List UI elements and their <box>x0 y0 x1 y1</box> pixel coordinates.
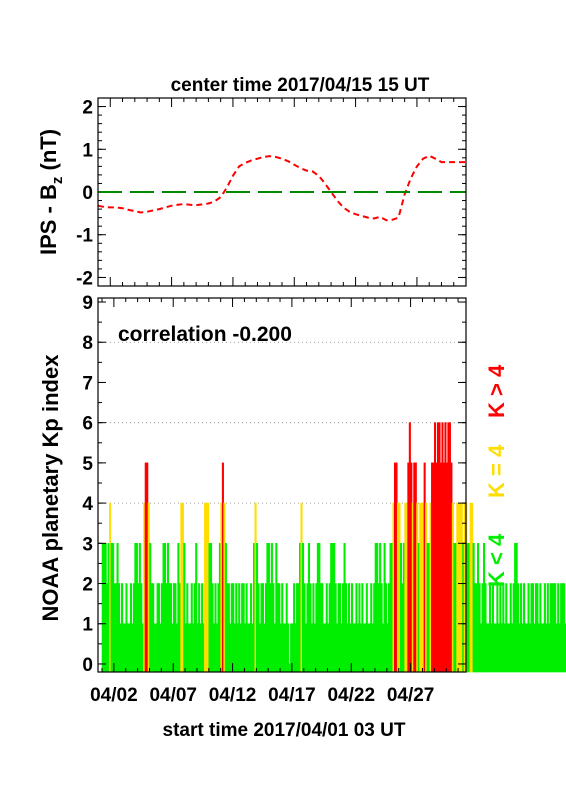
bottom-y-tick-label: 2 <box>82 575 93 596</box>
top-y-axis-label-unit: (nT) <box>36 129 61 177</box>
correlation-annotation: correlation -0.200 <box>118 323 292 346</box>
bottom-ticks <box>98 298 466 672</box>
bottom-kp-bars <box>101 422 566 673</box>
top-chart-title: center time 2017/04/15 15 UT <box>171 75 430 96</box>
bottom-x-tick-labels: 04/02 04/07 04/12 04/17 04/22 04/27 <box>90 685 434 706</box>
bottom-y-axis-label: NOAA planetary Kp index <box>38 354 63 622</box>
top-y-axis-label-main: IPS - B <box>36 184 61 255</box>
bottom-x-tick-label: 04/07 <box>149 685 197 706</box>
top-y-tick-label: 2 <box>82 98 93 119</box>
bottom-x-tick-label: 04/22 <box>327 685 375 706</box>
top-y-tick-label: -1 <box>76 226 93 247</box>
bottom-x-axis-label: start time 2017/04/01 03 UT <box>163 720 406 741</box>
top-plot-area <box>97 154 466 222</box>
top-y-axis-label: IPS - Bz (nT) <box>36 129 66 255</box>
bottom-x-tick-label: 04/27 <box>387 685 435 706</box>
top-y-axis-label-sub: z <box>49 177 66 185</box>
bottom-x-tick-label: 04/17 <box>268 685 316 706</box>
bottom-y-tick-label: 5 <box>82 454 93 475</box>
legend-k-gt-4: K > 4 <box>484 364 509 418</box>
bottom-y-tick-label: 9 <box>82 293 93 314</box>
bottom-y-tick-label: 3 <box>82 534 93 555</box>
bottom-y-tick-label: 8 <box>82 333 93 354</box>
bottom-grid <box>98 341 466 504</box>
bottom-y-tick-label: 4 <box>82 494 93 515</box>
bottom-x-tick-label: 04/02 <box>90 685 138 706</box>
legend-k-lt-4: K < 4 <box>484 533 509 587</box>
bottom-x-tick-label: 04/12 <box>209 685 257 706</box>
legend-k-eq-4: K = 4 <box>484 444 509 498</box>
top-y-tick-label: -2 <box>76 268 93 289</box>
bottom-y-tick-label: 1 <box>82 615 93 636</box>
bottom-y-tick-label: 6 <box>82 414 93 435</box>
top-y-tick-label: 0 <box>82 183 93 204</box>
bottom-y-tick-label: 0 <box>82 655 93 676</box>
bottom-y-tick-labels: 9 8 7 6 5 4 3 2 1 0 <box>82 293 93 676</box>
top-y-tick-labels: 2 1 0 -1 -2 <box>76 98 93 290</box>
bottom-plot-frame <box>97 297 467 673</box>
top-y-tick-label: 1 <box>82 140 93 161</box>
top-plot-frame <box>97 97 467 287</box>
bz-series-line <box>97 154 466 222</box>
bottom-y-tick-label: 7 <box>82 373 93 394</box>
